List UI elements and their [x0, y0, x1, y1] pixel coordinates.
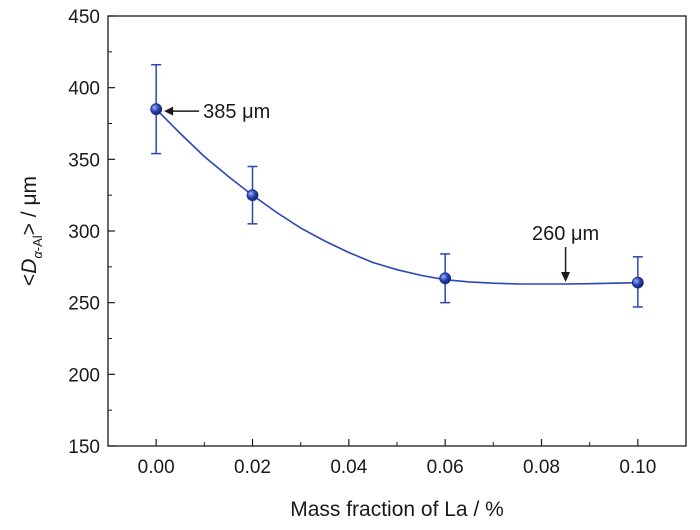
data-points	[150, 103, 644, 289]
y-tick-label: 400	[68, 79, 100, 100]
y-axis-title-symbol: D	[18, 259, 41, 274]
x-tick-label: 0.10	[619, 457, 656, 478]
y-axis-title-suffix: > / μm	[18, 176, 41, 235]
plot-area-frame	[107, 15, 687, 447]
x-axis: 0.00 0.02 0.04 0.06 0.08 0.10	[138, 439, 656, 478]
x-tick-label: 0.00	[138, 457, 175, 478]
fit-curve	[155, 108, 638, 285]
x-tick-label: 0.06	[427, 457, 464, 478]
data-point	[439, 272, 452, 285]
y-axis-title-prefix: <	[18, 274, 41, 286]
x-axis-title: Mass fraction of La / %	[290, 498, 504, 521]
data-point	[631, 276, 644, 289]
annotation-label-260: 260 μm	[532, 223, 599, 245]
y-axis-title: <Dα-Al> / μm	[18, 176, 45, 286]
annotations: 385 μm 260 μm	[164, 101, 599, 283]
x-tick-label: 0.04	[330, 457, 367, 478]
y-tick-label: 350	[68, 150, 100, 171]
annotation-arrowhead-260	[561, 272, 571, 283]
y-tick-label: 150	[68, 437, 100, 458]
x-tick-label: 0.02	[234, 457, 271, 478]
y-axis-title-subscript-greek: α	[30, 251, 45, 259]
y-tick-label: 250	[68, 294, 100, 315]
annotation-label-385: 385 μm	[203, 101, 270, 123]
x-tick-label: 0.08	[523, 457, 560, 478]
y-axis-title-subscript-text: -Al	[30, 235, 45, 251]
y-tick-label: 300	[68, 222, 100, 243]
annotation-arrowhead-385	[164, 106, 174, 116]
y-axis: 150 200 250 300 350 400 450	[68, 7, 115, 458]
y-tick-label: 450	[68, 7, 100, 28]
data-point	[150, 103, 163, 116]
y-tick-label: 200	[68, 365, 100, 386]
data-point	[246, 189, 259, 202]
